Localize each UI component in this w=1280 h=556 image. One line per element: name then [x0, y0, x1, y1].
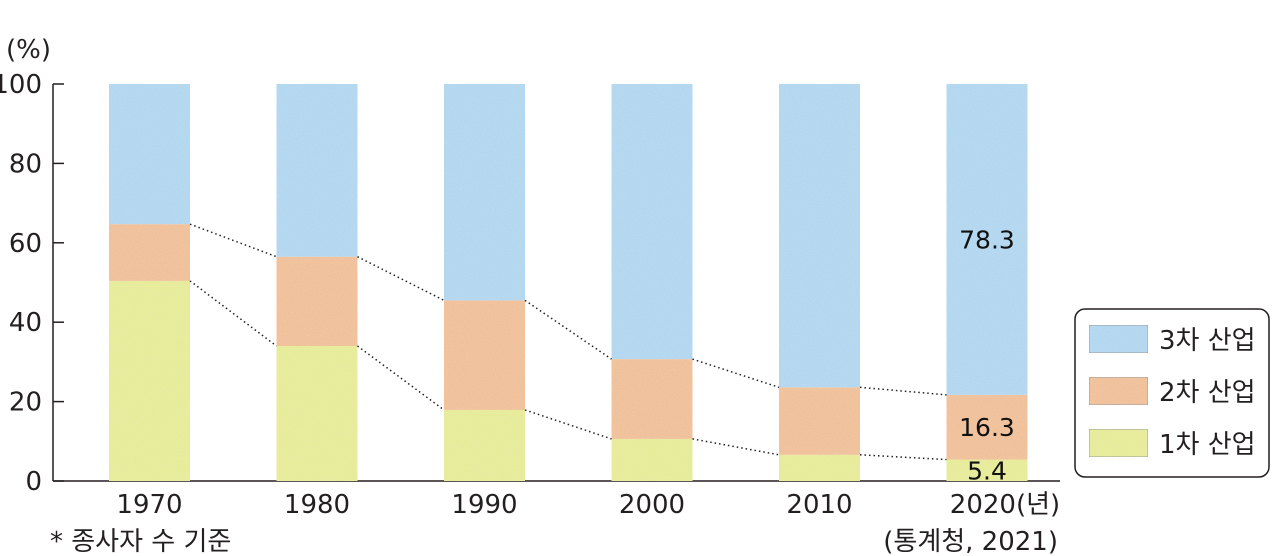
data-label: 5.4 — [967, 456, 1007, 485]
x-tick-label: 1980 — [284, 490, 350, 520]
y-tick-label: 60 — [9, 229, 42, 259]
connector-line — [692, 358, 780, 389]
bar-segment-2 — [611, 359, 693, 439]
connector-line — [859, 386, 947, 396]
legend-swatch — [1088, 428, 1149, 458]
x-tick-label: 2010 — [786, 490, 852, 520]
legend-swatch — [1088, 324, 1149, 354]
connector-line — [524, 409, 612, 440]
x-tick-label: 2000 — [619, 490, 685, 520]
connector-line — [189, 280, 277, 347]
bars-group — [109, 84, 1028, 481]
bar-segment-1 — [276, 346, 358, 481]
bar-segment-2 — [779, 387, 860, 455]
legend-swatch — [1088, 376, 1149, 406]
connector-line — [524, 299, 612, 360]
bar-segment-1 — [779, 454, 860, 481]
bar-segment-2 — [276, 256, 358, 347]
y-tick-label: 40 — [9, 308, 42, 338]
bar-segment-2 — [946, 394, 1028, 460]
x-tick-label: 1970 — [116, 490, 182, 520]
bar-segment-1 — [109, 280, 190, 481]
bar-segment-2 — [444, 300, 525, 410]
legend-label: 2차 산업 — [1159, 378, 1256, 408]
connector-line — [859, 454, 947, 461]
connector-line — [357, 256, 445, 302]
bar-segment-3 — [444, 84, 525, 301]
x-axis-ticks: 1970 1980 1990 2000 2010 2020(년) — [116, 490, 1060, 520]
connector-line — [189, 223, 277, 258]
bar-segment-3 — [779, 84, 860, 388]
y-tick-label: 0 — [25, 467, 42, 497]
bar-segment-2 — [109, 224, 190, 281]
source-note: (통계청, 2021) — [883, 527, 1058, 556]
legend-label: 3차 산업 — [1159, 326, 1256, 356]
connector-line — [357, 345, 445, 411]
legend-items: 3차 산업 2차 산업 1차 산업 — [1088, 324, 1256, 460]
data-label: 16.3 — [959, 413, 1015, 442]
data-label: 78.3 — [959, 225, 1015, 254]
bar-segment-3 — [109, 84, 190, 225]
y-axis-ticks: 0 20 40 60 80 100 — [0, 70, 64, 497]
y-axis-label: (%) — [6, 35, 51, 65]
bar-segment-1 — [444, 409, 525, 481]
legend-label: 1차 산업 — [1159, 430, 1256, 460]
y-tick-label: 80 — [9, 149, 42, 179]
bar-segment-3 — [611, 84, 693, 360]
x-tick-label: 2020(년) — [950, 490, 1060, 520]
basis-note: * 종사자 수 기준 — [50, 527, 231, 556]
y-tick-label: 20 — [9, 388, 42, 418]
y-tick-label: 100 — [0, 70, 42, 100]
legend: 3차 산업 2차 산업 1차 산업 — [1074, 308, 1270, 478]
bar-segment-1 — [611, 438, 693, 481]
bar-segment-1 — [946, 459, 1028, 481]
data-labels-group: 78.3 16.3 5.4 — [959, 225, 1015, 485]
bar-segment-3 — [276, 84, 358, 257]
x-tick-label: 1990 — [451, 490, 517, 520]
bar-segment-3 — [946, 84, 1028, 395]
connector-lines — [189, 223, 947, 461]
connector-line — [692, 438, 780, 456]
